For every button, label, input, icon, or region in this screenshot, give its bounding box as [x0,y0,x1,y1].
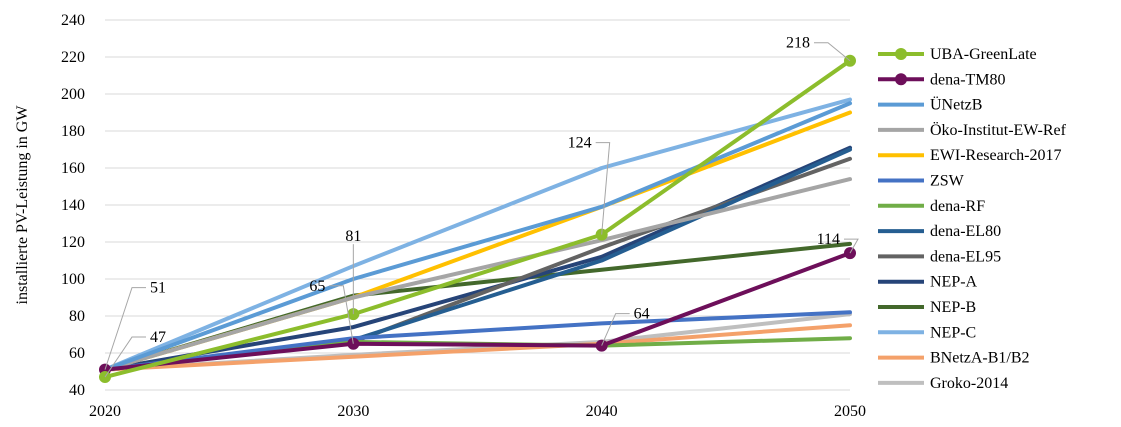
data-labels: 51 47 65 81 124 64 218 114 [104,35,859,378]
data-label: 51 [150,280,166,297]
legend-label: dena-RF [930,198,985,215]
data-label-leader [104,287,146,370]
y-tick-label: 240 [61,12,85,29]
legend-label: ÜNetzB [930,96,982,114]
y-tick-label: 60 [69,345,85,362]
x-tick-label: 2040 [586,403,618,420]
legend-label: Öko-Institut-EW-Ref [930,121,1067,139]
data-label: 81 [345,228,361,245]
y-tick-label: 120 [61,234,85,251]
y-tick-label: 140 [61,197,85,214]
data-label-leader [814,42,851,62]
data-label: 64 [634,306,650,323]
x-tick-label: 2020 [89,403,121,420]
data-label: 114 [817,231,840,248]
y-axis-label: installierte PV-Leistung in GW [14,105,31,305]
series-lines [103,58,852,380]
series-line-uba-greenlate [103,58,852,380]
series-line-zsw [103,310,852,372]
legend-label: ZSW [930,173,965,190]
x-tick-label: 2030 [337,403,369,420]
legend-label: NEP-C [930,324,976,341]
data-label: 124 [568,135,592,152]
legend-marker-uba-greenlate [895,48,907,60]
data-label: 47 [150,329,166,346]
data-label-leader [601,313,630,346]
legend-label: UBA-GreenLate [930,46,1037,63]
data-label-leader [329,285,354,344]
y-tick-label: 80 [69,308,85,325]
legend-label: dena-EL80 [930,223,1001,240]
y-tick-label: 220 [61,49,85,66]
legend-label: NEP-A [930,274,978,291]
x-tick-label: 2050 [834,403,866,420]
legend-label: dena-TM80 [930,71,1006,88]
y-axis-ticks: 40 60 80 100 120 140 160 180 200 220 240 [61,12,85,399]
legend-label: NEP-B [930,299,976,316]
y-tick-label: 40 [69,382,85,399]
legend-label: BNetzA-B1/B2 [930,350,1030,367]
legend-label: Groko-2014 [930,375,1008,392]
legend-label: EWI-Research-2017 [930,147,1062,164]
series-line-nep-c [103,97,852,372]
y-tick-label: 100 [61,271,85,288]
legend: UBA-GreenLate dena-TM80 ÜNetzB Öko-Institut… [878,46,1067,392]
data-label: 65 [309,278,325,295]
data-label-leader [104,336,146,378]
data-label-leader [844,238,859,254]
series-line-dena-tm80 [103,251,852,372]
legend-label: dena-EL95 [930,248,1001,265]
x-axis-ticks: 2020 2030 2040 2050 [89,403,866,420]
series-line-netzb [103,101,852,372]
y-tick-label: 180 [61,123,85,140]
legend-marker-dena-tm80 [895,73,907,86]
data-label: 218 [786,35,810,52]
y-tick-label: 200 [61,86,85,103]
data-label-leader [595,142,611,235]
series-line-ko-institut-ew-ref [103,177,852,372]
series-line-bnetza-b1-b2 [103,323,852,372]
y-tick-label: 160 [61,160,85,177]
